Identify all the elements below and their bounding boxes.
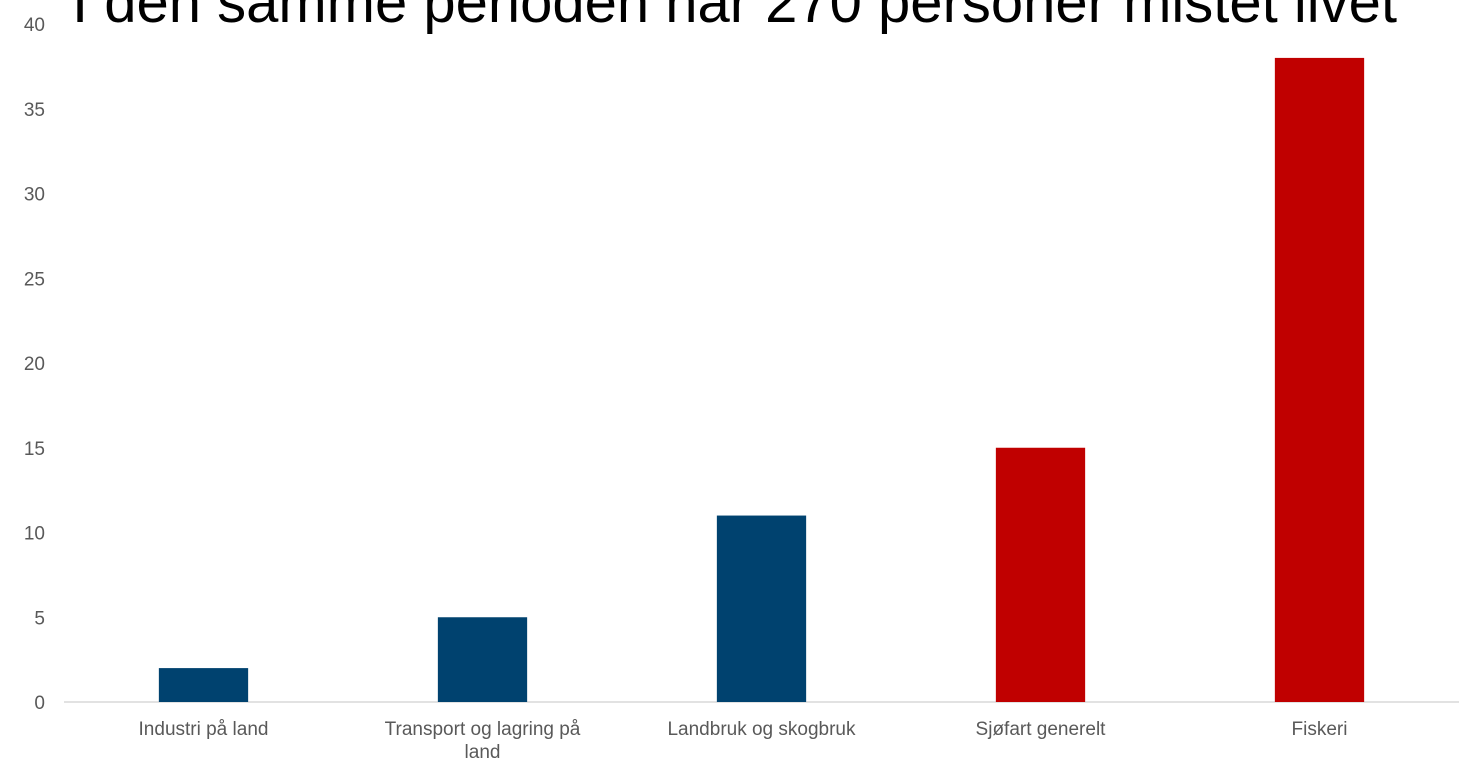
- x-axis-labels: Industri på land Transport og lagring pål…: [139, 719, 1348, 763]
- bar-1: [437, 617, 528, 702]
- x-tick-label: Landbruk og skogbruk: [667, 719, 856, 740]
- bar-0: [158, 668, 249, 702]
- y-tick-label: 20: [24, 354, 45, 375]
- y-tick-label: 0: [34, 693, 45, 714]
- y-tick-label: 40: [24, 15, 45, 36]
- bar-2: [716, 515, 807, 702]
- y-tick-label: 25: [24, 269, 45, 290]
- y-tick-label: 15: [24, 439, 45, 460]
- chart-title: I den samme perioden har 270 personer mi…: [72, 0, 1397, 35]
- x-tick-label: Transport og lagring på: [385, 719, 581, 740]
- y-tick-label: 30: [24, 185, 45, 206]
- x-tick-label: Industri på land: [139, 719, 269, 740]
- x-tick-label: Fiskeri: [1292, 719, 1348, 740]
- x-tick-label: Sjøfart generelt: [976, 719, 1107, 740]
- bars-group: [158, 57, 1365, 702]
- bar-4: [1274, 57, 1365, 702]
- y-tick-label: 10: [24, 524, 45, 545]
- y-tick-label: 5: [34, 608, 45, 629]
- y-tick-label: 35: [24, 100, 45, 121]
- bar-3: [995, 447, 1086, 702]
- y-axis-ticks: 0 5 10 15 20 25 30 35 40: [24, 15, 45, 714]
- x-tick-label: land: [465, 742, 501, 763]
